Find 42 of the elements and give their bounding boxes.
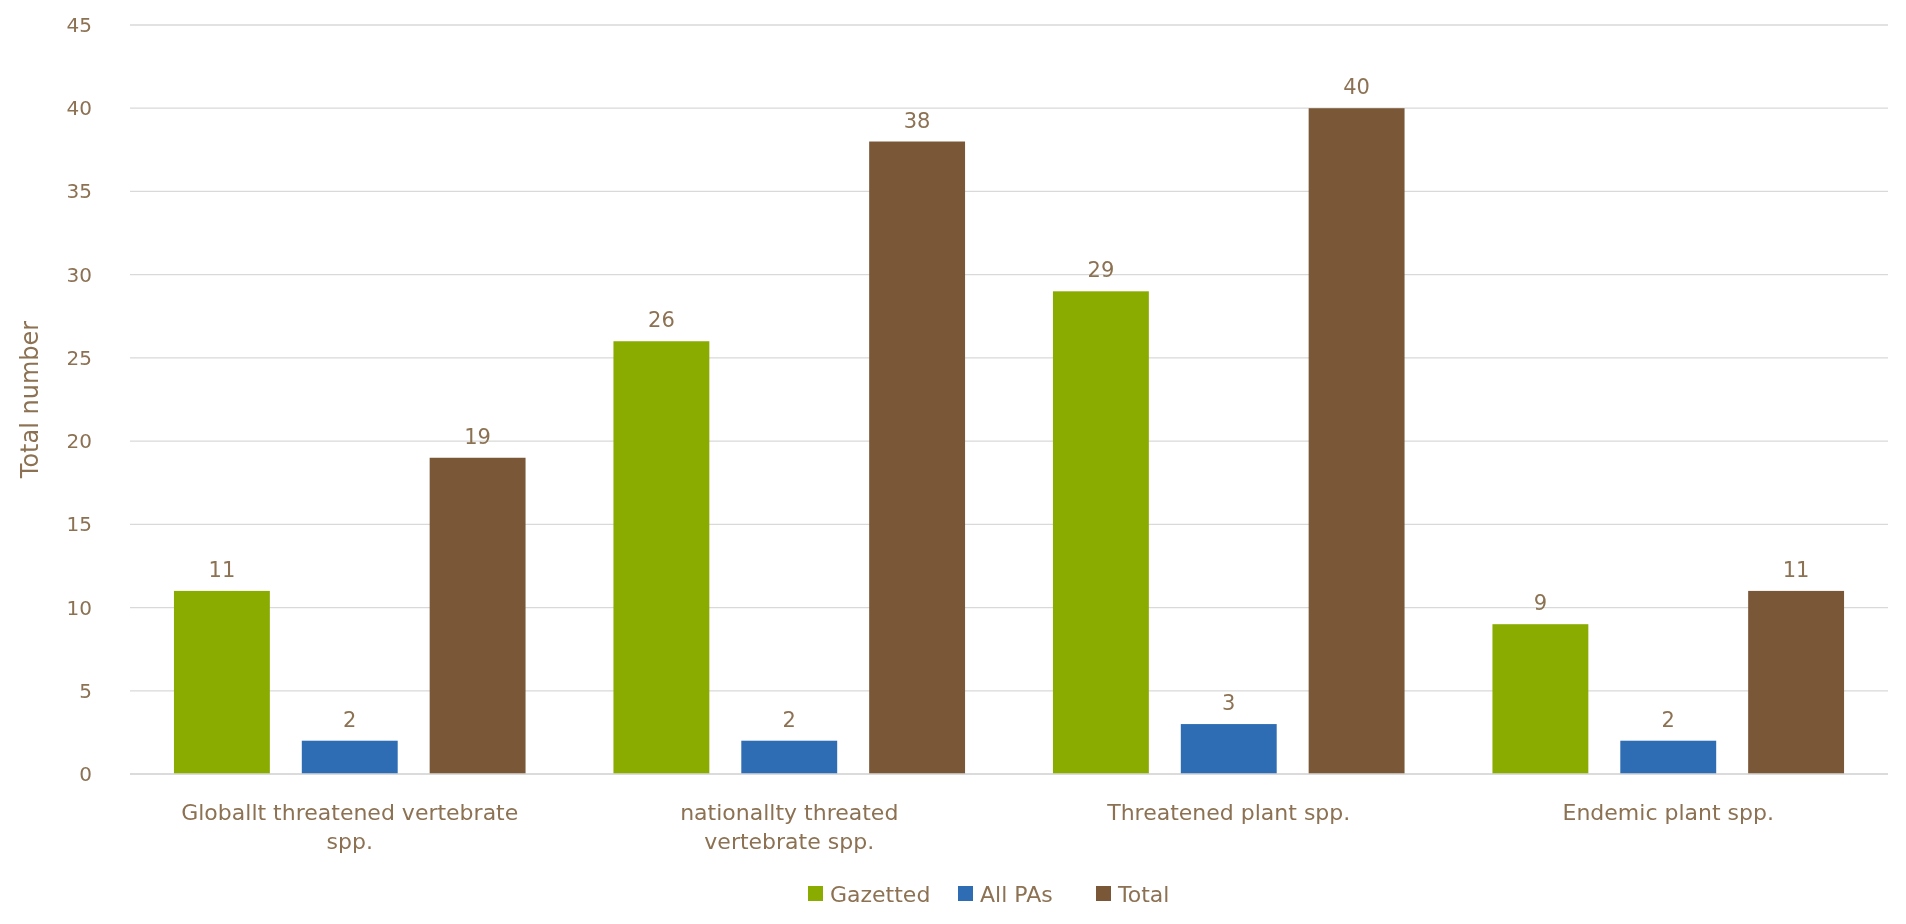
legend-label: Gazetted bbox=[830, 881, 931, 907]
y-tick-label: 35 bbox=[66, 179, 92, 204]
data-label: 2 bbox=[782, 707, 796, 732]
y-tick-label: 40 bbox=[66, 96, 92, 121]
y-tick-label: 30 bbox=[66, 262, 92, 287]
y-axis-title: Total number bbox=[16, 320, 44, 480]
data-label: 11 bbox=[208, 557, 236, 582]
legend-label: Total bbox=[1117, 881, 1170, 907]
bar bbox=[869, 141, 966, 774]
y-tick-label: 15 bbox=[66, 512, 92, 537]
data-label: 19 bbox=[464, 424, 491, 449]
bar bbox=[1620, 740, 1717, 774]
data-label: 3 bbox=[1222, 691, 1236, 716]
data-label: 26 bbox=[648, 308, 675, 333]
bar bbox=[429, 457, 526, 774]
y-tick-label: 45 bbox=[66, 13, 92, 37]
bar bbox=[1308, 108, 1405, 774]
legend-label: All PAs bbox=[980, 881, 1053, 907]
x-tick-label: Globallt threatened vertebrate spp. bbox=[181, 800, 519, 854]
y-tick-label: 10 bbox=[66, 595, 92, 620]
data-label: 2 bbox=[1661, 707, 1675, 732]
data-label: 40 bbox=[1343, 75, 1370, 100]
bar bbox=[613, 341, 710, 774]
y-tick-label: 5 bbox=[79, 678, 92, 703]
y-tick-label: 25 bbox=[66, 345, 92, 370]
y-tick-label: 0 bbox=[79, 762, 92, 786]
bar bbox=[1052, 291, 1149, 774]
bar bbox=[301, 740, 398, 774]
data-label: 9 bbox=[1533, 591, 1548, 616]
y-tick-label: 20 bbox=[66, 429, 92, 454]
data-label: 38 bbox=[903, 108, 931, 133]
x-tick-label: Threatened plant spp. bbox=[1106, 800, 1351, 825]
x-tick-label: nationallty threated vertebrate spp. bbox=[680, 800, 899, 854]
bar bbox=[173, 590, 270, 774]
bar bbox=[741, 740, 838, 774]
bar bbox=[1748, 590, 1845, 774]
data-label: 29 bbox=[1087, 258, 1115, 283]
data-label: 2 bbox=[343, 707, 357, 732]
x-tick-label: Endemic plant spp. bbox=[1562, 800, 1774, 825]
data-label: 11 bbox=[1782, 557, 1810, 582]
bar bbox=[1180, 724, 1277, 774]
bar bbox=[1492, 624, 1589, 774]
